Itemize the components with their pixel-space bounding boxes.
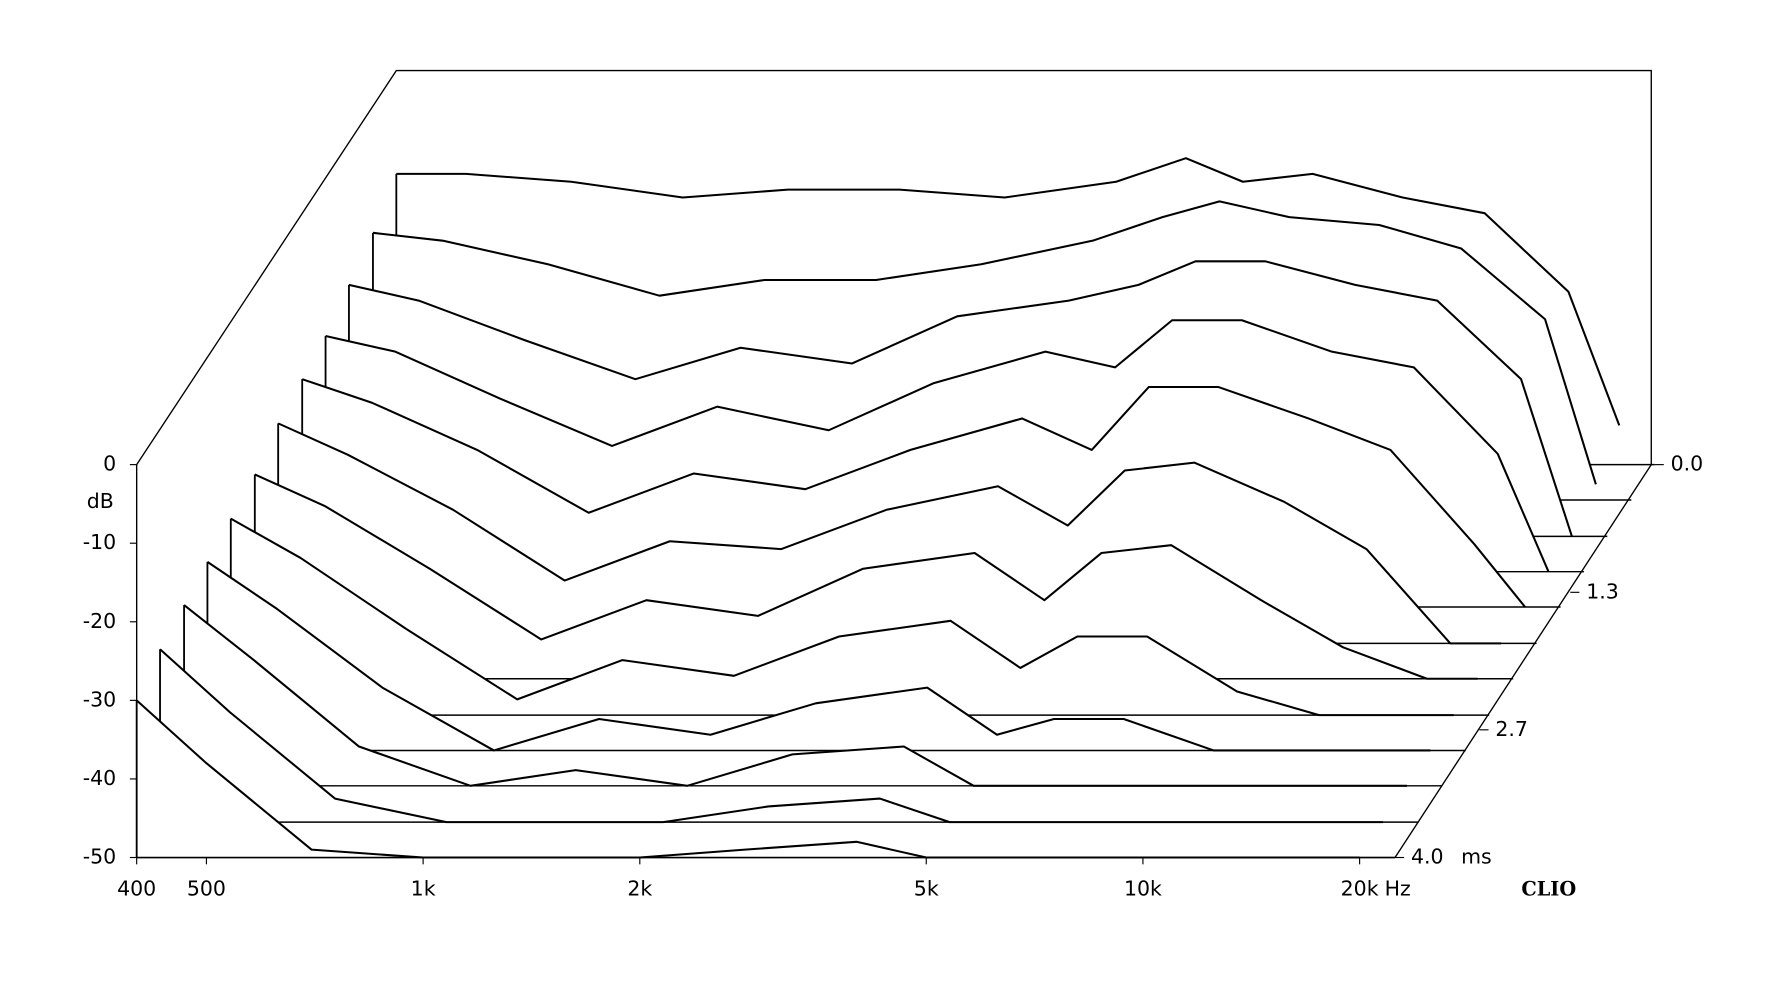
x-tick-label: 1k [411,876,436,900]
slice-line [135,699,1360,859]
y-tick-label: -10 [83,530,116,554]
slice-fill [160,649,1383,823]
y-tick-label: 0 [103,452,116,476]
slice-fill [254,474,1478,679]
slice-line [372,200,1597,485]
slice-line [206,561,1431,752]
y-label: dB [87,489,114,513]
z-tick-label: 1.3 [1586,579,1619,603]
x-unit: Hz [1385,876,1411,900]
x-tick-label: 10k [1124,876,1162,900]
y-tick-label: -50 [83,845,116,869]
z-unit: ms [1461,845,1492,869]
slice-fill [230,518,1454,716]
z-axis [1394,464,1652,858]
slice-line [159,648,1383,824]
z-tick-label: 2.7 [1495,717,1528,741]
y-tick-label: -30 [83,687,116,711]
x-tick-label: 2k [627,876,652,900]
slice-fill [184,605,1407,786]
x-tick-label: 5k [914,876,939,900]
slice-line [325,319,1550,573]
slice-line [348,260,1573,537]
slice-line [183,604,1407,787]
slice-line [254,473,1478,680]
slice-line [277,422,1502,645]
slice-line [396,157,1621,426]
x-tick-label: 400 [117,876,156,900]
y-tick-label: -20 [83,609,116,633]
back-wall [136,69,1652,466]
slice-fill [136,700,1360,858]
y-tick-label: -40 [83,766,116,790]
slice-line [301,378,1526,608]
brand: CLIO [1521,878,1576,901]
x-tick-label: 20k [1341,876,1379,900]
slice-line [230,517,1454,717]
z-tick-label: 4.0 [1411,845,1444,869]
x-tick-label: 500 [187,876,226,900]
z-tick-label: 0.0 [1671,452,1704,476]
